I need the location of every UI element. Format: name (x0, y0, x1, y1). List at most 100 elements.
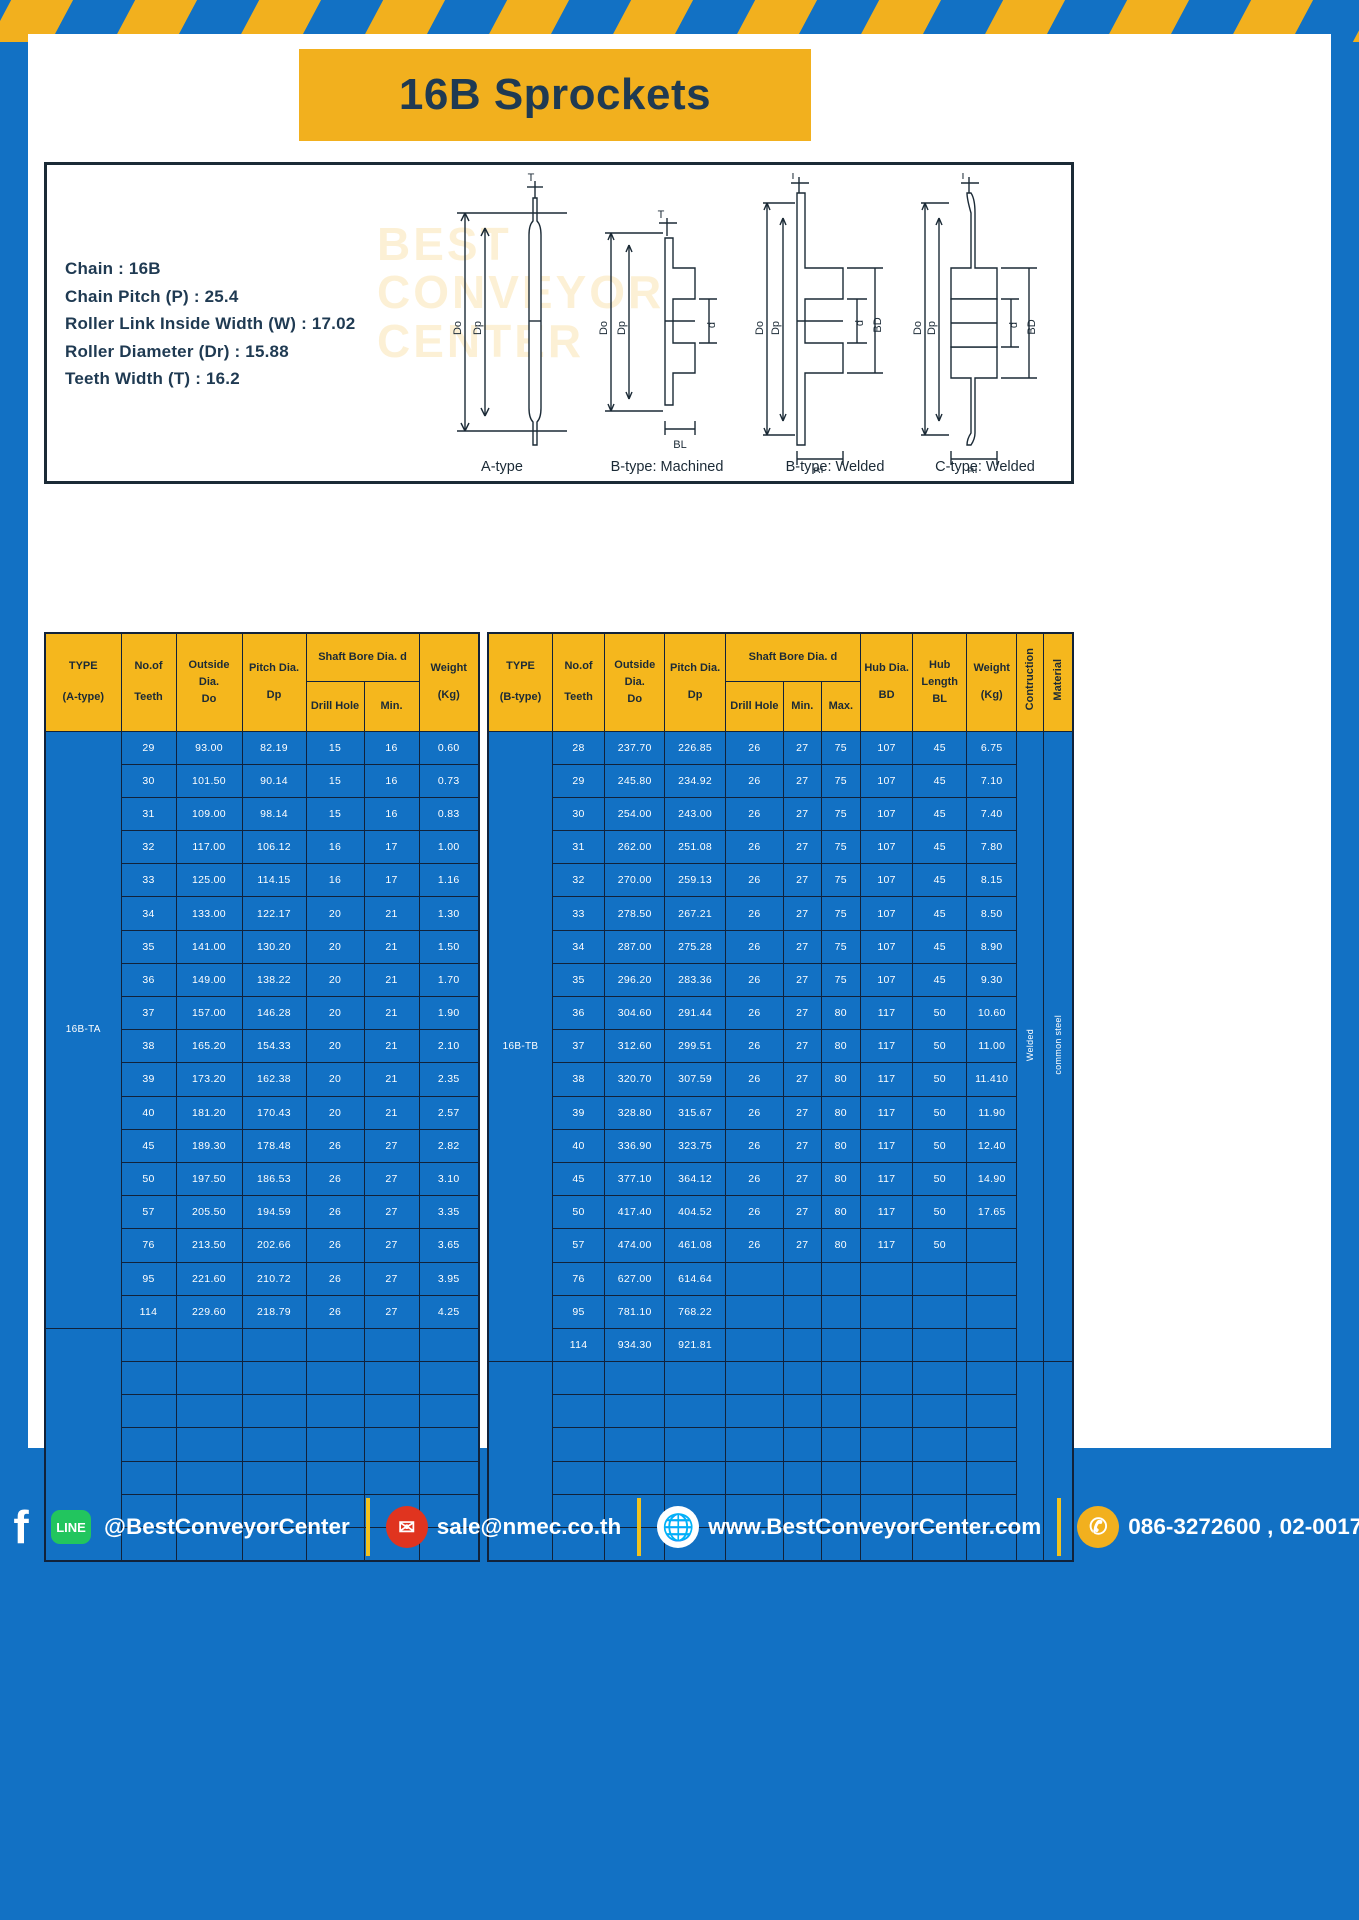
spec-line-teeth-width: Teeth Width (T) : 16.2 (65, 369, 240, 389)
cell: 9.30 (966, 962, 1018, 998)
cell: 45 (912, 830, 968, 865)
cell: 27 (363, 1294, 420, 1329)
cell: 11.90 (966, 1095, 1018, 1130)
th-b-hub-dia: Hub Dia. BD (860, 632, 914, 732)
table-a-type-wrapper: TYPE (A-type) No.of Teeth Outside Dia. D… (44, 632, 480, 1562)
cell (241, 1394, 307, 1429)
cell (724, 1327, 785, 1363)
cell (120, 1427, 177, 1462)
cell: 474.00 (604, 1228, 666, 1263)
cell: 17 (363, 830, 420, 865)
svg-text:Do: Do (598, 321, 610, 335)
table-row: 50 417.40 404.52 26 27 80 117 50 17.65 (488, 1195, 1073, 1230)
cell: 117 (860, 1161, 914, 1197)
cell: 36 (120, 962, 177, 998)
cell: 1.70 (418, 962, 480, 998)
email-address: sale@nmec.co.th (436, 1514, 622, 1539)
cell (966, 1228, 1018, 1263)
cell (604, 1493, 666, 1529)
cell (912, 1427, 968, 1462)
cell (912, 1361, 968, 1396)
table-row: 38 165.20 154.33 20 21 2.10 (45, 1029, 480, 1064)
cell: 50 (912, 1228, 968, 1263)
cell: 75 (820, 962, 862, 998)
cell: 45 (912, 730, 968, 765)
cell (305, 1394, 365, 1429)
cell: 26 (724, 763, 785, 798)
cell: 781.10 (604, 1294, 666, 1329)
cell: 107 (860, 929, 914, 964)
cell: 32 (552, 863, 606, 898)
cell (604, 1460, 666, 1495)
cell: 45 (912, 929, 968, 964)
cell: 3.35 (418, 1195, 480, 1230)
cell (418, 1493, 480, 1529)
cell: 3.65 (418, 1228, 480, 1263)
table-row: 37 157.00 146.28 20 21 1.90 (45, 995, 480, 1031)
drawing-label-b-welded: B-type: Welded (785, 459, 885, 475)
facebook-contact[interactable]: f LINE @BestConveyorCenter (0, 1501, 349, 1553)
cell: 27 (783, 995, 822, 1031)
cell: 106.12 (241, 830, 307, 865)
cell: 299.51 (664, 1029, 726, 1064)
cell: 15 (305, 763, 365, 798)
cell: 328.80 (604, 1095, 666, 1130)
cell: 90.14 (241, 763, 307, 798)
cell: 117.00 (175, 830, 243, 865)
cell (860, 1394, 914, 1429)
cell (860, 1460, 914, 1495)
cell: 45 (552, 1161, 606, 1197)
left-blue-margin (0, 0, 28, 1920)
th-b-material: Material (1043, 632, 1074, 732)
cell: 21 (363, 1062, 420, 1097)
cell: 50 (912, 1095, 968, 1130)
cell (820, 1427, 862, 1462)
table-row: 29 245.80 234.92 26 27 75 107 45 7.10 (488, 763, 1073, 798)
table-a-type: TYPE (A-type) No.of Teeth Outside Dia. D… (44, 632, 480, 1562)
cell: 80 (820, 1195, 862, 1230)
cell: 29 (120, 730, 177, 765)
cell-construction: Welded (1016, 730, 1045, 1363)
table-row (45, 1361, 480, 1396)
table-b-head: TYPE (B-type) No.of Teeth Outside Dia. D… (487, 632, 1074, 732)
cell (120, 1361, 177, 1396)
email-contact[interactable]: ✉ sale@nmec.co.th (385, 1506, 622, 1548)
cell (860, 1361, 914, 1396)
cell: 226.85 (664, 730, 726, 765)
cell: 107 (860, 962, 914, 998)
table-row: 32 270.00 259.13 26 27 75 107 45 8.15 (488, 863, 1073, 898)
table-row: 36 149.00 138.22 20 21 1.70 (45, 962, 480, 998)
cell: 50 (912, 1161, 968, 1197)
cell (175, 1460, 243, 1495)
cell (241, 1460, 307, 1495)
cell: 614.64 (664, 1261, 726, 1296)
cell: 80 (820, 995, 862, 1031)
th-a-type: TYPE (A-type) (44, 632, 122, 732)
cell: 20 (305, 896, 365, 931)
cell: 307.59 (664, 1062, 726, 1097)
cell (912, 1460, 968, 1495)
table-row: 34 133.00 122.17 20 21 1.30 (45, 896, 480, 931)
cell: 16 (305, 863, 365, 898)
cell (664, 1460, 726, 1495)
cell (120, 1493, 177, 1529)
cell (175, 1493, 243, 1529)
table-b-type-wrapper: TYPE (B-type) No.of Teeth Outside Dia. D… (487, 632, 1074, 1562)
cell: 26 (724, 929, 785, 964)
cell: 107 (860, 830, 914, 865)
cell (604, 1526, 666, 1562)
th-b-min: Min. (783, 680, 822, 732)
table-row: 36 304.60 291.44 26 27 80 117 50 10.60 (488, 995, 1073, 1031)
website-contact[interactable]: 🌐 www.BestConveyorCenter.com (657, 1506, 1041, 1548)
cell: 27 (363, 1228, 420, 1263)
phone-contact[interactable]: ✆ 086-3272600 , 02-0017766 (1077, 1506, 1359, 1548)
cell: 40 (120, 1095, 177, 1130)
cell-material: common steel (1043, 730, 1074, 1363)
cell: 45 (120, 1128, 177, 1163)
phone-numbers: 086-3272600 , 02-0017766 (1128, 1514, 1359, 1539)
specification-panel: BEST CONVEYOR CENTER Chain : 16B Chain P… (44, 162, 1074, 484)
table-row: 76 627.00 614.64 (488, 1261, 1073, 1296)
cell: 404.52 (664, 1195, 726, 1230)
cell: 27 (363, 1128, 420, 1163)
th-b-outside-dia: Outside Dia. Do (604, 632, 666, 732)
